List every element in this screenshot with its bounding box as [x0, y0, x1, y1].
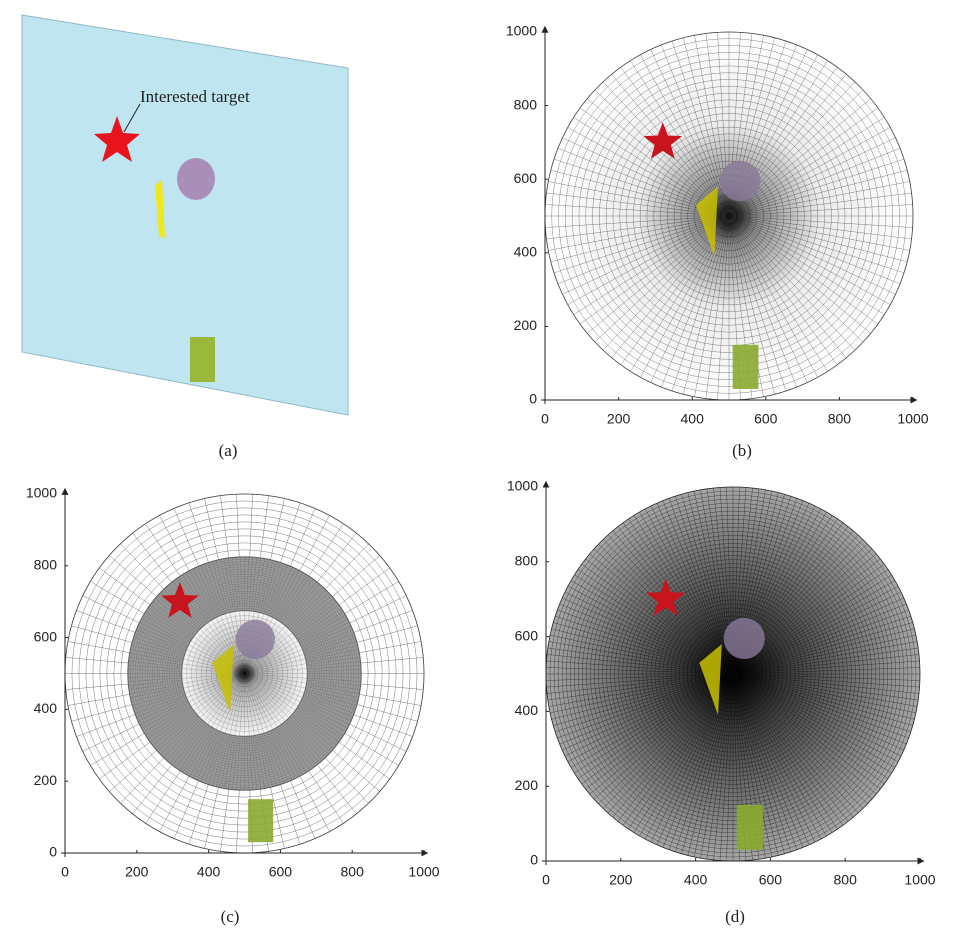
y-tick-label: 200	[514, 317, 538, 333]
x-tick-label: 400	[681, 411, 705, 427]
y-tick-label: 0	[530, 852, 538, 868]
x-tick-label: 400	[684, 872, 708, 888]
refinement	[545, 32, 913, 400]
x-tick-label: 1000	[904, 872, 935, 888]
annotation: Interested target	[140, 87, 250, 106]
panel-c: 0 200 400 600 800 1000 0 200 400 600 800 1000 (c)	[26, 485, 440, 926]
x-tick-label: 0	[61, 864, 69, 880]
y-tick-label: 800	[515, 553, 539, 569]
y-tick-label: 600	[514, 170, 538, 186]
panel-a: Interested target (a)	[22, 15, 348, 460]
y-tick-label: 600	[515, 627, 539, 643]
plane	[22, 15, 348, 415]
x-tick-label: 200	[125, 864, 149, 880]
x-tick-label: 1000	[408, 864, 439, 880]
purple-object	[720, 161, 760, 201]
x-tick-label: 1000	[897, 411, 928, 427]
y-tick-label: 800	[34, 557, 58, 573]
x-tick-label: 0	[542, 872, 550, 888]
x-tick-label: 600	[269, 864, 293, 880]
caption: (c)	[221, 907, 240, 926]
y-tick-label: 1000	[507, 478, 538, 494]
y-tick-label: 1000	[506, 23, 537, 39]
y-tick-label: 0	[49, 844, 57, 860]
y-tick-label: 600	[34, 628, 58, 644]
x-tick-label: 600	[754, 411, 778, 427]
green-object	[248, 799, 273, 842]
refinement	[546, 487, 920, 861]
green-object	[733, 345, 759, 389]
purple-object	[724, 618, 765, 659]
purple-object	[236, 620, 275, 659]
x-tick-label: 0	[541, 411, 549, 427]
y-tick-label: 200	[34, 772, 58, 788]
y-tick-label: 400	[34, 700, 58, 716]
y-tick-label: 800	[514, 96, 538, 112]
y-tick-label: 200	[515, 777, 539, 793]
x-tick-label: 400	[197, 864, 221, 880]
ellipse	[177, 158, 215, 200]
panel-b: 0 200 400 600 800 1000 0 200 400 600 800 1000 (b)	[506, 23, 929, 460]
caption: (b)	[732, 441, 752, 460]
x-tick-label: 200	[607, 411, 631, 427]
x-tick-label: 800	[341, 864, 365, 880]
figure: Interested target (a) 020040060080010000…	[0, 0, 953, 932]
y-tick-label: 1000	[26, 485, 57, 501]
green-object	[190, 337, 215, 382]
x-tick-label: 800	[828, 411, 852, 427]
x-tick-label: 600	[759, 872, 783, 888]
caption: (a)	[219, 441, 238, 460]
green-object	[737, 805, 763, 850]
y-tick-label: 400	[515, 702, 539, 718]
y-tick-label: 400	[514, 244, 538, 260]
caption: (d)	[725, 907, 745, 926]
x-tick-label: 200	[609, 872, 633, 888]
y-tick-label: 0	[529, 391, 537, 407]
x-tick-label: 800	[834, 872, 858, 888]
panel-d: 0 200 400 600 800 1000 0 200 400 600 800 1000 (d)	[507, 478, 936, 926]
